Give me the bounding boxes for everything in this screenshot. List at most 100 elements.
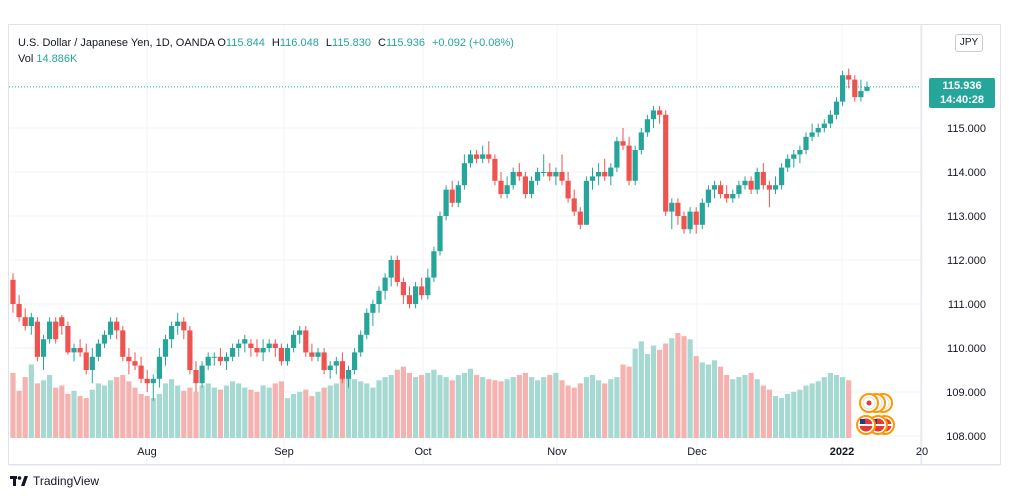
volume-bar xyxy=(254,391,260,438)
price-tick-label: 109.000 xyxy=(946,387,986,399)
event-flag-stripe xyxy=(859,424,873,426)
candle-body xyxy=(211,356,217,358)
open-label: O xyxy=(217,37,226,49)
us-flag-icon xyxy=(856,415,876,435)
volume-bar xyxy=(492,380,498,438)
candle-body xyxy=(333,361,339,366)
candle-body xyxy=(22,317,28,326)
time-axis: Aug Sep Oct Nov Dec 2022 20 xyxy=(137,446,928,458)
candle xyxy=(833,97,840,120)
candle-body xyxy=(669,202,675,212)
candle-body xyxy=(797,150,803,155)
candle xyxy=(687,207,693,234)
candle xyxy=(772,176,779,194)
candle-body xyxy=(620,141,626,146)
volume-bars xyxy=(10,333,852,438)
candle-body xyxy=(126,356,132,362)
candle-body xyxy=(303,330,309,353)
candle xyxy=(669,198,675,230)
currency-badge[interactable]: JPY xyxy=(955,34,983,52)
volume-bar xyxy=(34,383,40,438)
volume-bar xyxy=(675,333,681,438)
candle-body xyxy=(711,185,718,190)
candle xyxy=(791,150,797,168)
candle-body xyxy=(840,75,846,102)
candle xyxy=(553,167,559,186)
candle xyxy=(291,330,297,353)
last-price-value: 115.936 xyxy=(942,80,982,92)
candle-body xyxy=(223,356,230,362)
candle xyxy=(693,207,699,234)
volume-bar xyxy=(132,387,138,438)
event-flag-canton xyxy=(860,419,865,424)
candle xyxy=(467,150,474,168)
candle-body xyxy=(47,321,53,340)
event-markers xyxy=(856,393,895,435)
candle xyxy=(736,180,742,199)
candle-body xyxy=(260,348,266,353)
candle-body xyxy=(528,180,535,194)
candle-body xyxy=(858,91,864,98)
candle-body xyxy=(589,176,596,181)
candle xyxy=(632,145,638,186)
candle-body xyxy=(693,211,699,225)
price-tick-label: 111.000 xyxy=(948,299,986,311)
volume-bar xyxy=(187,387,193,438)
volume-bar xyxy=(711,360,718,438)
candle xyxy=(705,185,711,208)
volume-bar xyxy=(162,383,169,438)
candle xyxy=(480,145,486,164)
candle-body xyxy=(785,158,791,168)
volume-bar xyxy=(669,338,675,438)
volume-bar xyxy=(248,389,254,438)
candle-body xyxy=(138,365,144,379)
volume-bar xyxy=(638,341,644,438)
candle-body xyxy=(108,321,114,335)
volume-bar xyxy=(455,375,461,438)
candle xyxy=(278,343,284,366)
candle xyxy=(126,348,132,375)
volume-bar xyxy=(217,389,223,438)
candle-body xyxy=(144,378,150,384)
candle xyxy=(675,198,681,225)
candle xyxy=(65,321,71,355)
candle-body xyxy=(657,110,663,115)
candle-body xyxy=(504,185,510,194)
candle xyxy=(754,167,760,194)
candle-body xyxy=(663,114,669,212)
volume-bar xyxy=(309,396,315,438)
volume-bar xyxy=(382,377,388,438)
chart-legend: U.S. Dollar / Japanese Yen, 1D, OANDA O1… xyxy=(18,35,518,67)
candle-body xyxy=(516,172,522,177)
candle xyxy=(223,352,230,370)
candle xyxy=(681,211,687,234)
candle xyxy=(608,163,614,186)
candle-body xyxy=(230,348,236,357)
candle-body xyxy=(614,141,620,168)
candle xyxy=(614,136,620,172)
candle-body xyxy=(339,361,345,379)
candle xyxy=(394,255,400,287)
volume-bar xyxy=(693,356,699,438)
candle-body xyxy=(821,123,827,128)
candle xyxy=(333,356,339,375)
candle-body xyxy=(492,158,498,181)
volume-bar xyxy=(40,380,47,438)
volume-bar xyxy=(352,379,358,438)
candle xyxy=(309,343,315,362)
volume-bar xyxy=(785,393,791,438)
candle-body xyxy=(699,202,705,225)
volume-bar xyxy=(242,387,248,438)
volume-bar xyxy=(766,389,772,438)
candle xyxy=(510,167,516,190)
volume-bar xyxy=(400,366,406,438)
volume-bar xyxy=(821,377,827,438)
footer-brand[interactable]: TradingView xyxy=(10,474,99,488)
volume-bar xyxy=(541,377,547,438)
candle xyxy=(425,268,431,300)
volume-bar xyxy=(443,377,449,438)
candle xyxy=(730,189,736,203)
volume-bar xyxy=(205,383,211,438)
candle-body xyxy=(297,330,303,335)
